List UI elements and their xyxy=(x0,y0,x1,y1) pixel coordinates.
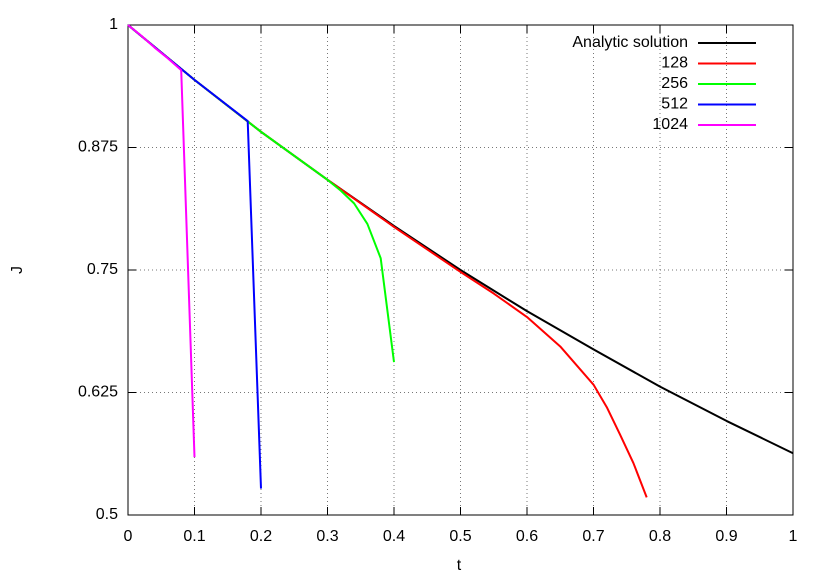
y-tick-label: 0.5 xyxy=(96,506,118,523)
x-tick-label: 0.3 xyxy=(316,528,338,545)
x-tick-label: 0 xyxy=(124,528,133,545)
x-tick-label: 0.8 xyxy=(649,528,671,545)
series-line xyxy=(127,24,196,458)
x-tick-label: 0.4 xyxy=(383,528,405,545)
legend-label: 256 xyxy=(661,75,688,92)
y-tick-label: 0.875 xyxy=(78,139,118,156)
series-line xyxy=(127,24,262,489)
x-tick-label: 0.2 xyxy=(250,528,272,545)
legend-label: Analytic solution xyxy=(572,34,688,51)
x-axis-label: t xyxy=(457,557,462,574)
legend-label: 128 xyxy=(661,55,688,72)
x-tick-label: 0.5 xyxy=(449,528,471,545)
y-tick-label: 0.625 xyxy=(78,384,118,401)
y-tick-label: 1 xyxy=(109,16,118,33)
plot-frame xyxy=(127,24,794,516)
y-axis-label: J xyxy=(9,266,26,274)
y-tick-label: 0.75 xyxy=(87,261,118,278)
x-tick-label: 0.9 xyxy=(715,528,737,545)
x-tick-label: 0.6 xyxy=(516,528,538,545)
x-tick-label: 0.1 xyxy=(183,528,205,545)
legend-label: 512 xyxy=(661,96,688,113)
x-tick-label: 1 xyxy=(789,528,798,545)
legend-label: 1024 xyxy=(652,116,688,133)
x-tick-label: 0.7 xyxy=(582,528,604,545)
series-line xyxy=(127,24,648,498)
